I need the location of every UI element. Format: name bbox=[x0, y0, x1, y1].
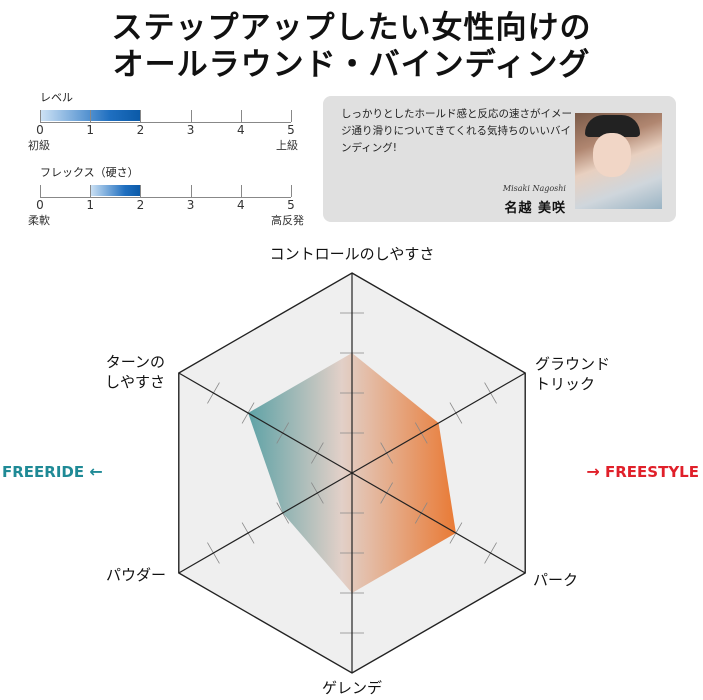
level-label: レベル bbox=[40, 91, 73, 104]
flex-label: フレックス（硬さ） bbox=[40, 166, 139, 179]
radar-outline bbox=[178, 272, 526, 674]
arrow-right-icon: → bbox=[586, 462, 600, 481]
scale-tick-label: 2 bbox=[136, 198, 145, 212]
scale-tick-label: 4 bbox=[236, 198, 245, 212]
level-max-label: 上級 bbox=[276, 139, 298, 152]
scale-tick-label: 1 bbox=[86, 198, 95, 212]
scale-tick bbox=[291, 185, 292, 197]
scale-tick-label: 0 bbox=[36, 198, 44, 212]
scale-tick bbox=[140, 185, 142, 197]
rider-comment-box: しっかりとしたホールド感と反応の速さがイメージ通り滑りについてきてくれる気持ちの… bbox=[323, 96, 676, 222]
scale-fill bbox=[90, 185, 141, 196]
scale-tick-label: 4 bbox=[236, 123, 245, 137]
axis-label-slope: ゲレンデ bbox=[322, 678, 382, 698]
title-line-2: オールラウンド・バインディング bbox=[112, 47, 591, 83]
level-min-label: 初級 bbox=[28, 139, 50, 152]
scale-tick bbox=[240, 110, 242, 122]
scale-tick-label: 3 bbox=[186, 123, 195, 137]
freeride-label: FREERIDE ← bbox=[2, 462, 103, 481]
scale-tick bbox=[291, 110, 292, 122]
axis-label-line: グラウンド bbox=[535, 355, 611, 373]
comment-text: しっかりとしたホールド感と反応の速さがイメージ通り滑りについてきてくれる気持ちの… bbox=[341, 108, 572, 154]
flex-bar: 0 1 2 3 4 5 bbox=[36, 185, 295, 212]
flex-max-label: 高反発 bbox=[271, 214, 304, 227]
scale-tick bbox=[90, 185, 92, 197]
radar-axis-2 bbox=[351, 472, 526, 574]
axis-label-ground-trick: グラウンド トリック bbox=[535, 354, 610, 394]
axis-label-turn: ターンの しやすさ bbox=[105, 352, 165, 392]
arrow-left-icon: ← bbox=[89, 462, 103, 481]
scale-tick bbox=[40, 185, 41, 197]
axis-label-line: コントロールのしやすさ bbox=[269, 245, 435, 263]
axis-label-line: ターンの bbox=[105, 353, 165, 371]
axis-label-line: ゲレンデ bbox=[321, 679, 383, 697]
scale-tick-label: 2 bbox=[136, 123, 145, 137]
scale-tick bbox=[40, 110, 41, 122]
axis-label-line: パーク bbox=[533, 571, 579, 589]
radar-axis-5 bbox=[178, 372, 353, 474]
level-bar: 0 1 2 3 4 5 bbox=[36, 110, 295, 137]
freestyle-label: → FREESTYLE bbox=[586, 462, 699, 481]
axis-label-park: パーク bbox=[533, 570, 578, 590]
radar-axis-1 bbox=[351, 372, 526, 474]
scale-tick bbox=[140, 110, 142, 122]
axis-label-line: パウダー bbox=[105, 566, 166, 584]
scale-tick-label: 5 bbox=[287, 198, 295, 212]
freeride-text: FREERIDE bbox=[2, 463, 85, 481]
rider-photo bbox=[575, 113, 662, 209]
axis-label-line: トリック bbox=[535, 375, 596, 393]
scale-tick bbox=[90, 110, 92, 122]
scale-tick-label: 3 bbox=[186, 198, 195, 212]
freestyle-text: FREESTYLE bbox=[605, 463, 699, 481]
flex-min-label: 柔軟 bbox=[28, 214, 50, 227]
title-line-1: ステップアップしたい女性向けの bbox=[111, 10, 592, 46]
scale-tick-label: 1 bbox=[86, 123, 95, 137]
scale-tick bbox=[240, 185, 242, 197]
scale-tick-label: 0 bbox=[36, 123, 44, 137]
rider-name: 名越 美咲 bbox=[504, 201, 566, 216]
scale-tick-label: 5 bbox=[287, 123, 295, 137]
axis-label-control: コントロールのしやすさ bbox=[270, 244, 435, 264]
axis-label-line: しやすさ bbox=[105, 373, 165, 391]
scale-tick bbox=[190, 110, 192, 122]
axis-label-powder: パウダー bbox=[106, 565, 166, 585]
radar-axis-4 bbox=[178, 472, 353, 574]
scale-tick bbox=[190, 185, 192, 197]
rider-name-romaji: Misaki Nagoshi bbox=[502, 184, 566, 193]
